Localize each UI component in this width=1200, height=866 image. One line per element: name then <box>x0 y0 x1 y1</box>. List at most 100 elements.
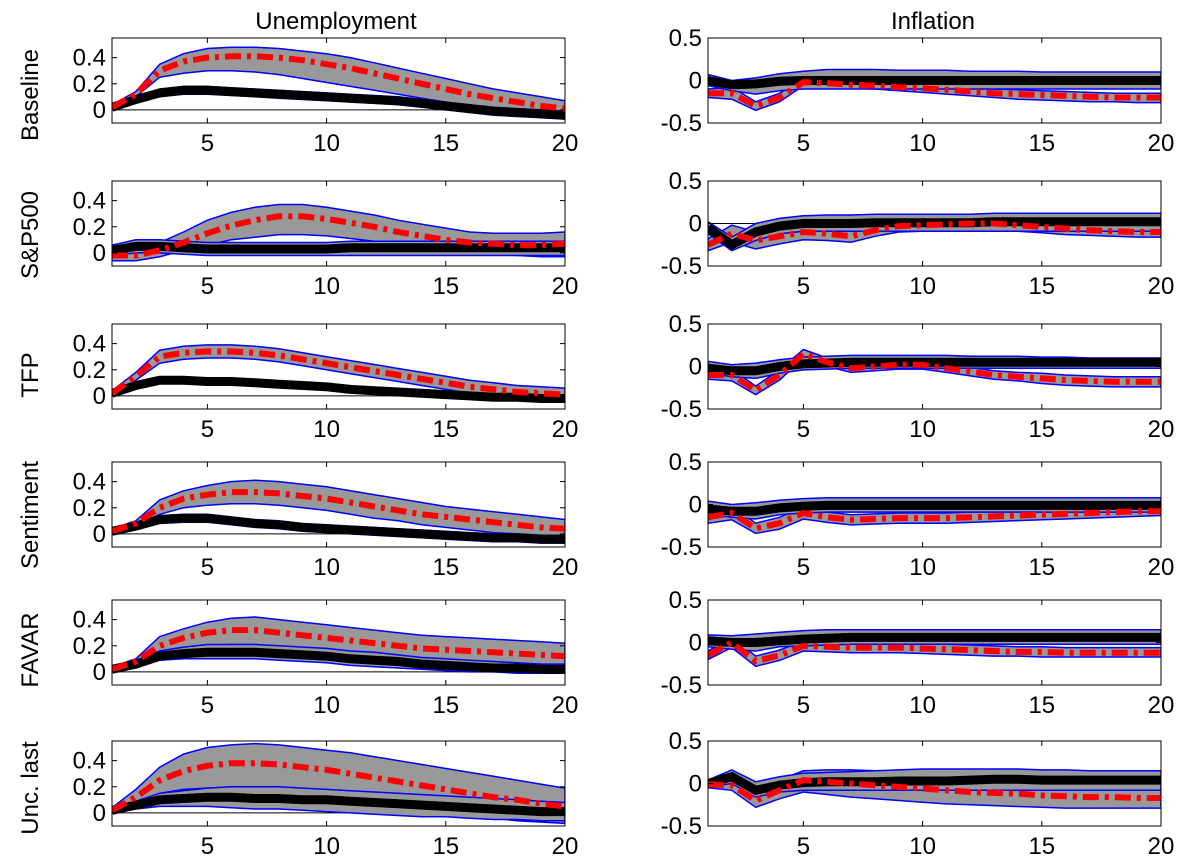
y-tick-label: 0.5 <box>669 311 702 338</box>
red-response-line <box>708 777 1161 804</box>
black-response-line <box>112 85 565 120</box>
column-title-unemployment: Unemployment <box>255 8 417 35</box>
plot-area <box>708 348 1161 396</box>
x-tick-label: 20 <box>1148 692 1175 719</box>
x-tick-label: 5 <box>797 273 810 300</box>
panel-unemployment: 5 10 15 20 00.20.4 <box>73 180 579 300</box>
y-tick-label: -0.5 <box>661 672 702 699</box>
x-tick-label: 5 <box>201 273 214 300</box>
panel-inflation: 5 10 15 20 -0.5 0 0.5 <box>661 587 1175 719</box>
x-tick-label: 15 <box>1028 273 1055 300</box>
red-response-line <box>112 213 565 259</box>
y-tick-label: -0.5 <box>661 396 702 423</box>
x-tick-label: 5 <box>797 692 810 719</box>
x-tick-label: 5 <box>797 416 810 443</box>
plot-area <box>708 629 1161 668</box>
y-tick-label: 0.2 <box>73 633 106 660</box>
y-tick-label: -0.5 <box>661 534 702 561</box>
y-tick-label: 0 <box>93 383 106 410</box>
x-tick-label: 10 <box>313 692 340 719</box>
y-tick-label: 0.2 <box>73 495 106 522</box>
black-response-line <box>708 357 1161 376</box>
x-tick-label: 10 <box>909 130 936 157</box>
red-response-line <box>112 489 565 535</box>
red-response-line <box>708 350 1161 394</box>
x-tick-label: 5 <box>201 833 214 860</box>
y-tick-label: 0 <box>93 800 106 827</box>
y-tick-label: 0 <box>93 521 106 548</box>
x-tick-label: 10 <box>313 130 340 157</box>
x-tick-label: 10 <box>909 692 936 719</box>
black-response-line <box>112 375 565 403</box>
panel-inflation: 5 10 15 20 -0.5 0 0.5 <box>661 728 1175 860</box>
x-tick-label: 15 <box>432 273 459 300</box>
axes-box <box>111 323 566 410</box>
plot-area <box>112 742 565 825</box>
panel-inflation: 5 10 15 20 -0.5 0 0.5 <box>661 25 1175 157</box>
x-tick-label: 20 <box>552 273 579 300</box>
panel-unemployment: 5 10 15 20 00.20.4 <box>73 740 578 860</box>
x-tick-label: 10 <box>313 554 340 581</box>
red-response-line <box>708 508 1161 532</box>
x-tick-label: 20 <box>1148 833 1175 860</box>
x-tick-label: 5 <box>201 692 214 719</box>
black-response-line <box>112 513 565 544</box>
x-tick-label: 20 <box>552 130 579 157</box>
y-tick-label: -0.5 <box>661 110 702 137</box>
x-tick-label: 20 <box>552 554 579 581</box>
x-tick-label: 5 <box>201 416 214 443</box>
x-tick-label: 15 <box>1028 692 1055 719</box>
y-tick-label: 0.4 <box>73 188 106 215</box>
plot-area <box>708 212 1161 252</box>
black-response-line <box>708 500 1161 516</box>
y-tick-label: 0.4 <box>73 45 106 72</box>
y-tick-label: 0.4 <box>73 331 106 358</box>
panel-inflation: 5 10 15 20 -0.5 0 0.5 <box>661 449 1175 581</box>
x-tick-label: 20 <box>1148 554 1175 581</box>
y-tick-label: 0.2 <box>73 774 106 801</box>
plot-area <box>112 203 565 262</box>
x-tick-label: 5 <box>201 130 214 157</box>
black-response-line <box>112 792 565 817</box>
x-tick-label: 10 <box>313 833 340 860</box>
x-tick-label: 15 <box>432 692 459 719</box>
axes-box <box>111 599 566 686</box>
y-tick-label: 0.5 <box>669 449 702 476</box>
x-tick-label: 15 <box>1028 833 1055 860</box>
panel-inflation: 5 10 15 20 -0.5 0 0.5 <box>661 311 1175 443</box>
x-tick-label: 5 <box>797 554 810 581</box>
y-tick-label: 0 <box>689 771 702 798</box>
x-tick-label: 5 <box>797 833 810 860</box>
black-response-line <box>708 771 1161 796</box>
plot-area <box>708 768 1161 809</box>
row-label: TFP <box>17 352 44 397</box>
x-tick-label: 10 <box>909 273 936 300</box>
black-response-line <box>112 647 565 674</box>
y-tick-label: 0.2 <box>73 357 106 384</box>
x-tick-label: 10 <box>909 554 936 581</box>
y-tick-label: 0 <box>689 68 702 95</box>
row-label: S&P500 <box>17 191 44 279</box>
black-response-line <box>112 241 565 255</box>
y-tick-label: 0 <box>689 354 702 381</box>
y-tick-label: -0.5 <box>661 813 702 840</box>
red-confidence-band <box>112 344 565 402</box>
y-tick-label: 0.2 <box>73 214 106 241</box>
red-response-line <box>112 53 565 112</box>
y-tick-label: 0.4 <box>73 469 106 496</box>
x-tick-label: 20 <box>552 416 579 443</box>
x-tick-label: 10 <box>909 833 936 860</box>
plot-area <box>112 479 565 544</box>
y-tick-label: 0.5 <box>669 587 702 614</box>
y-tick-label: 0.5 <box>669 168 702 195</box>
y-tick-label: 0 <box>93 659 106 686</box>
plot-area <box>112 616 565 674</box>
black-response-line <box>708 76 1161 90</box>
panel-unemployment: 5 10 15 20 00.20.4 <box>73 37 579 157</box>
panel-unemployment: 5 10 15 20 00.20.4 <box>73 323 579 443</box>
x-tick-label: 20 <box>552 692 579 719</box>
x-tick-label: 20 <box>1148 416 1175 443</box>
axes-box <box>111 461 566 548</box>
